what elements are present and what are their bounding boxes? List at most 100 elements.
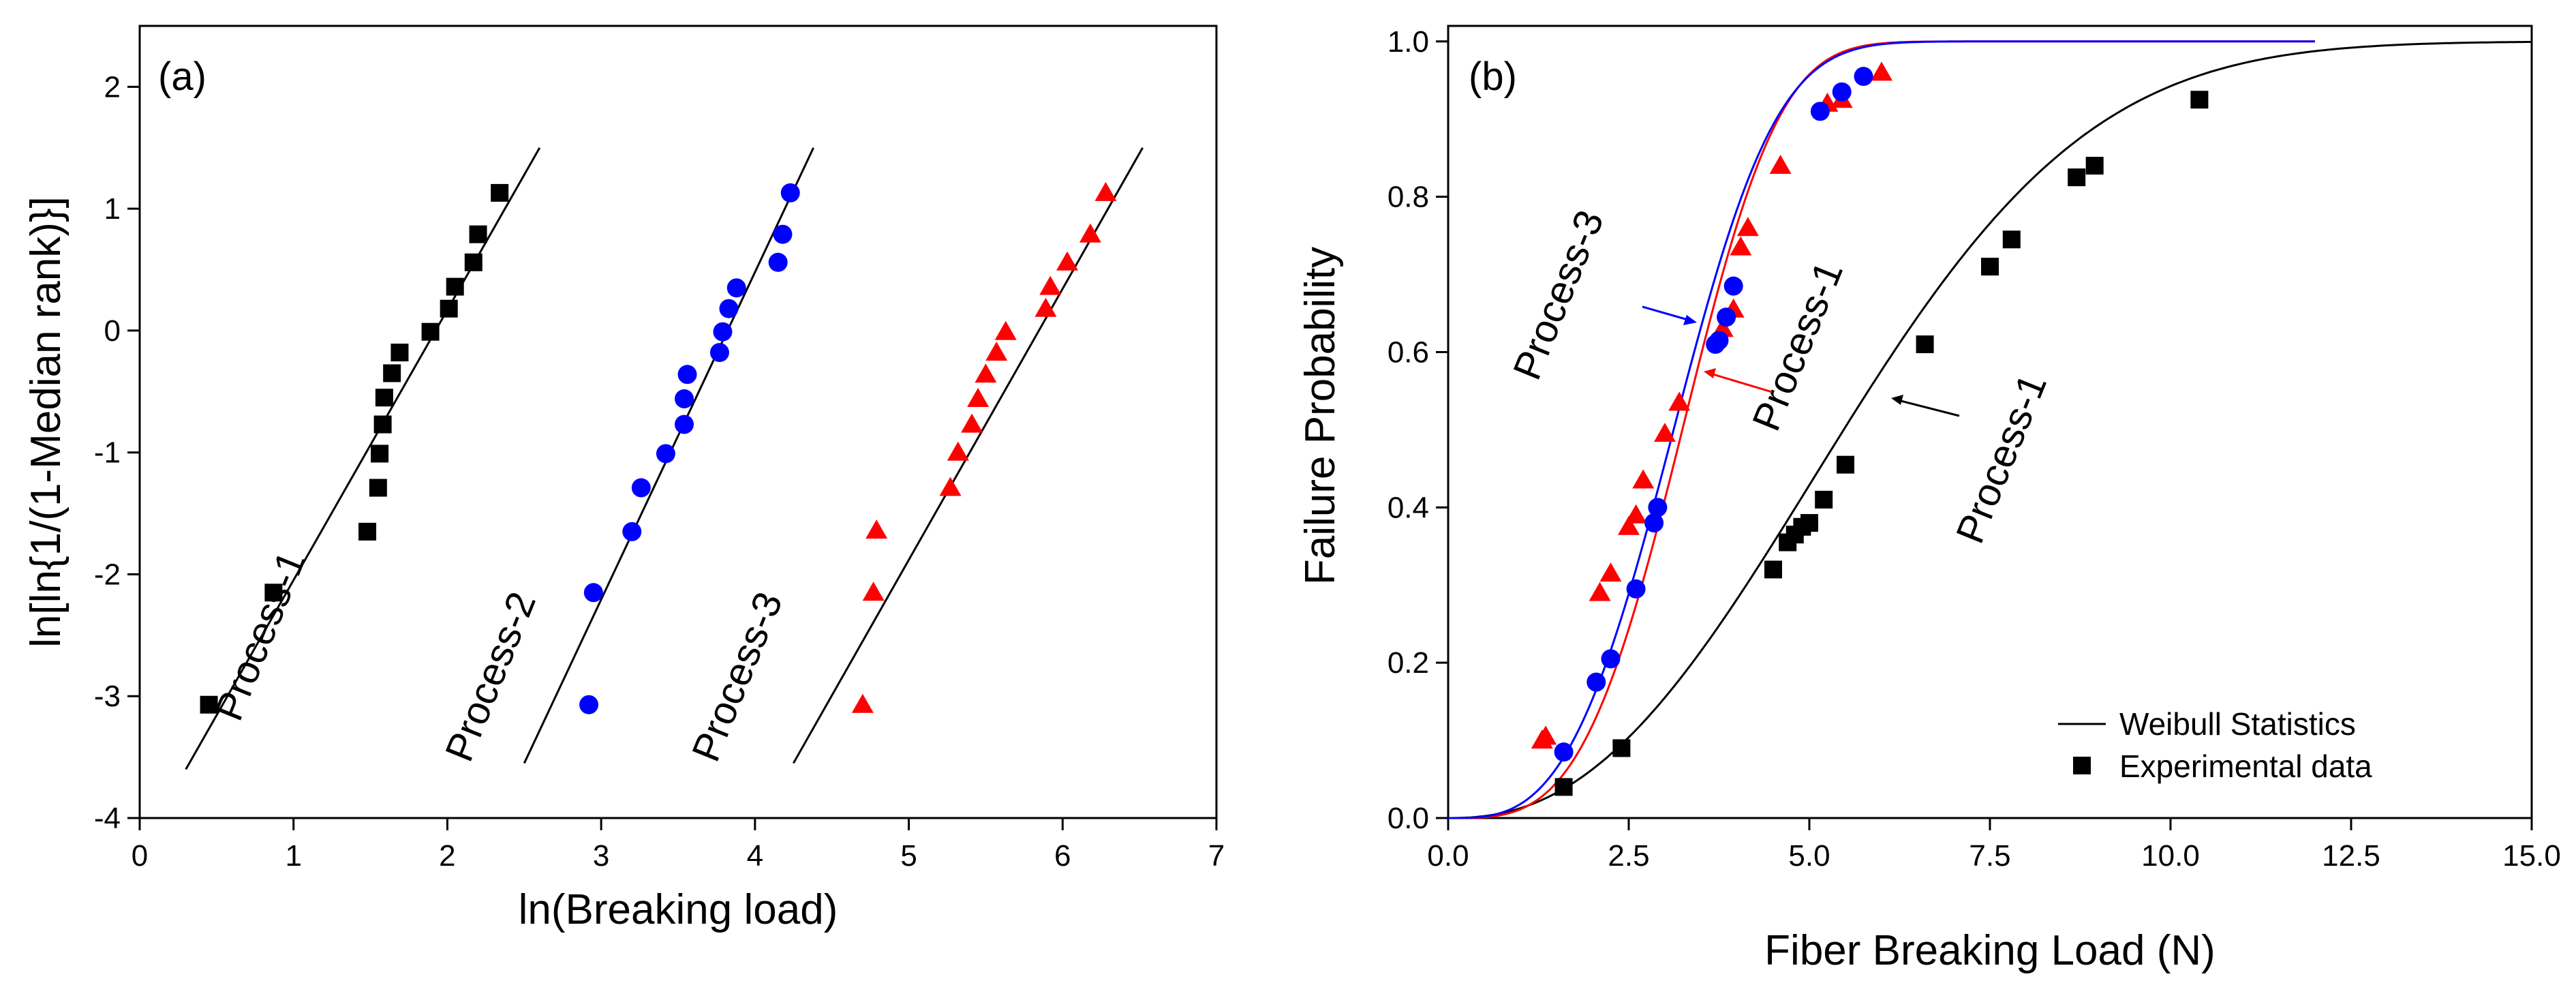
data-point-process-2 bbox=[768, 252, 788, 272]
y-tick-label: -2 bbox=[94, 558, 121, 591]
data-point-process-1 bbox=[464, 253, 482, 271]
y-tick-label: 0.6 bbox=[1387, 335, 1429, 369]
data-point-process-2 bbox=[622, 521, 642, 541]
data-point-process-2 bbox=[656, 444, 675, 464]
data-point-process-2 bbox=[1871, 61, 1892, 81]
y-tick-label: -1 bbox=[94, 436, 121, 470]
panel-a-ticks: 0 1 2 3 4 5 6 7 -4 -3 -2 -1 0 1 2 bbox=[94, 70, 1225, 873]
data-point-process-1 bbox=[375, 389, 393, 407]
x-tick-label: 7.5 bbox=[1969, 839, 2010, 873]
data-point-process-1 bbox=[1916, 335, 1934, 354]
data-point-process-3 bbox=[865, 519, 888, 539]
data-point-process-2 bbox=[1632, 469, 1655, 489]
data-point-process-3 bbox=[939, 477, 962, 496]
panel-b-points bbox=[1531, 61, 2209, 796]
data-point-process-2 bbox=[713, 322, 733, 342]
x-tick-label: 5.0 bbox=[1788, 839, 1830, 873]
y-tick-label: -3 bbox=[94, 680, 121, 713]
y-tick-label: 0 bbox=[104, 314, 121, 348]
data-point-process-2 bbox=[1625, 504, 1647, 524]
panel-b-label: (b) bbox=[1469, 55, 1517, 99]
fit-line-process-1 bbox=[185, 147, 541, 770]
data-point-process-1 bbox=[2190, 91, 2209, 109]
data-point-process-1 bbox=[200, 695, 218, 714]
x-tick-label: 6 bbox=[1054, 839, 1071, 873]
panel-a-process-3-label: Process-3 bbox=[684, 586, 791, 767]
data-point-process-2 bbox=[1736, 217, 1759, 237]
panel-a-label: (a) bbox=[158, 55, 206, 99]
x-tick-label: 3 bbox=[593, 839, 609, 873]
panel-b-process-2-arrow bbox=[1710, 372, 1773, 393]
data-point-process-3 bbox=[1832, 82, 1852, 102]
data-point-process-1 bbox=[1554, 778, 1573, 796]
data-point-process-1 bbox=[373, 415, 392, 434]
data-point-process-2 bbox=[631, 478, 651, 498]
panel-b-process-1-arrowhead bbox=[1891, 395, 1903, 405]
data-point-process-1 bbox=[369, 479, 387, 497]
data-point-process-1 bbox=[1612, 739, 1631, 757]
data-point-process-3 bbox=[947, 441, 969, 461]
data-point-process-3 bbox=[1626, 579, 1646, 599]
data-point-process-1 bbox=[1837, 455, 1854, 474]
data-point-process-3 bbox=[967, 388, 990, 408]
y-tick-label: -4 bbox=[94, 802, 121, 835]
data-point-process-3 bbox=[994, 320, 1017, 340]
data-point-process-1 bbox=[371, 444, 389, 463]
data-point-process-1 bbox=[446, 277, 464, 296]
data-point-process-3 bbox=[1723, 276, 1743, 296]
data-point-process-1 bbox=[2085, 157, 2104, 175]
y-tick-label: 2 bbox=[104, 70, 121, 104]
data-point-process-1 bbox=[358, 522, 377, 541]
y-tick-label: 1.0 bbox=[1387, 25, 1429, 59]
panel-b-weibull-curves bbox=[1448, 40, 2532, 819]
legend-experimental-square-swatch bbox=[2073, 757, 2091, 774]
data-point-process-3 bbox=[862, 581, 885, 601]
data-point-process-3 bbox=[1039, 275, 1062, 295]
data-point-process-3 bbox=[1094, 181, 1117, 201]
data-point-process-2 bbox=[780, 183, 800, 202]
data-point-process-1 bbox=[264, 584, 283, 602]
panel-b-x-axis-label: Fiber Breaking Load (N) bbox=[1764, 927, 2215, 974]
data-point-process-2 bbox=[1769, 155, 1792, 175]
data-point-process-1 bbox=[1800, 514, 1818, 532]
data-point-process-1 bbox=[440, 299, 458, 318]
x-tick-label: 7 bbox=[1208, 839, 1225, 873]
panel-b-process-3-arrow bbox=[1642, 305, 1691, 322]
fit-line-process-3 bbox=[792, 147, 1144, 764]
data-point-process-3 bbox=[1554, 742, 1574, 762]
panel-a-y-axis-label: ln[ln{1/(1-Median rank)}] bbox=[22, 196, 70, 648]
panel-a-x-axis-label: ln(Breaking load) bbox=[519, 886, 838, 933]
data-point-process-1 bbox=[2002, 230, 2021, 249]
x-tick-label: 4 bbox=[747, 839, 763, 873]
data-point-process-2 bbox=[579, 695, 599, 714]
data-point-process-1 bbox=[1981, 258, 1999, 276]
data-point-process-3 bbox=[1079, 223, 1101, 243]
x-tick-label: 10.0 bbox=[2141, 839, 2200, 873]
panel-b-process-2-label: Process-1 bbox=[1744, 255, 1852, 436]
data-point-process-1 bbox=[421, 322, 440, 341]
data-point-process-1 bbox=[1815, 490, 1833, 509]
data-point-process-2 bbox=[726, 278, 746, 298]
data-point-process-1 bbox=[491, 183, 509, 202]
panel-b-process-1-arrow bbox=[1897, 399, 1960, 417]
weibull-curve-process-1 bbox=[1448, 41, 2532, 819]
data-point-process-2 bbox=[1654, 423, 1676, 442]
data-point-process-2 bbox=[677, 365, 697, 384]
panel-a-process-2-label: Process-2 bbox=[437, 586, 545, 767]
data-point-process-3 bbox=[961, 413, 983, 433]
data-point-process-2 bbox=[719, 299, 739, 318]
y-tick-label: 0.0 bbox=[1387, 802, 1429, 835]
data-point-process-2 bbox=[1535, 725, 1557, 745]
data-point-process-3 bbox=[985, 342, 1008, 361]
y-tick-label: 0.2 bbox=[1387, 646, 1429, 680]
panel-b-ticks: 0.0 2.5 5.0 7.5 10.0 12.5 15.0 0.0 0.2 0.4 0.6 0.8 1… bbox=[1387, 25, 2561, 873]
panel-b-chart: (b) Fiber Breaking Load (N) Failure Prob… bbox=[1297, 25, 2561, 974]
legend-weibull-label: Weibull Statistics bbox=[2119, 706, 2356, 742]
data-point-process-3 bbox=[1056, 251, 1079, 271]
data-point-process-3 bbox=[851, 693, 874, 713]
data-point-process-2 bbox=[1668, 391, 1691, 411]
panel-b-plot-frame bbox=[1447, 25, 2533, 819]
data-point-process-2 bbox=[773, 224, 793, 244]
